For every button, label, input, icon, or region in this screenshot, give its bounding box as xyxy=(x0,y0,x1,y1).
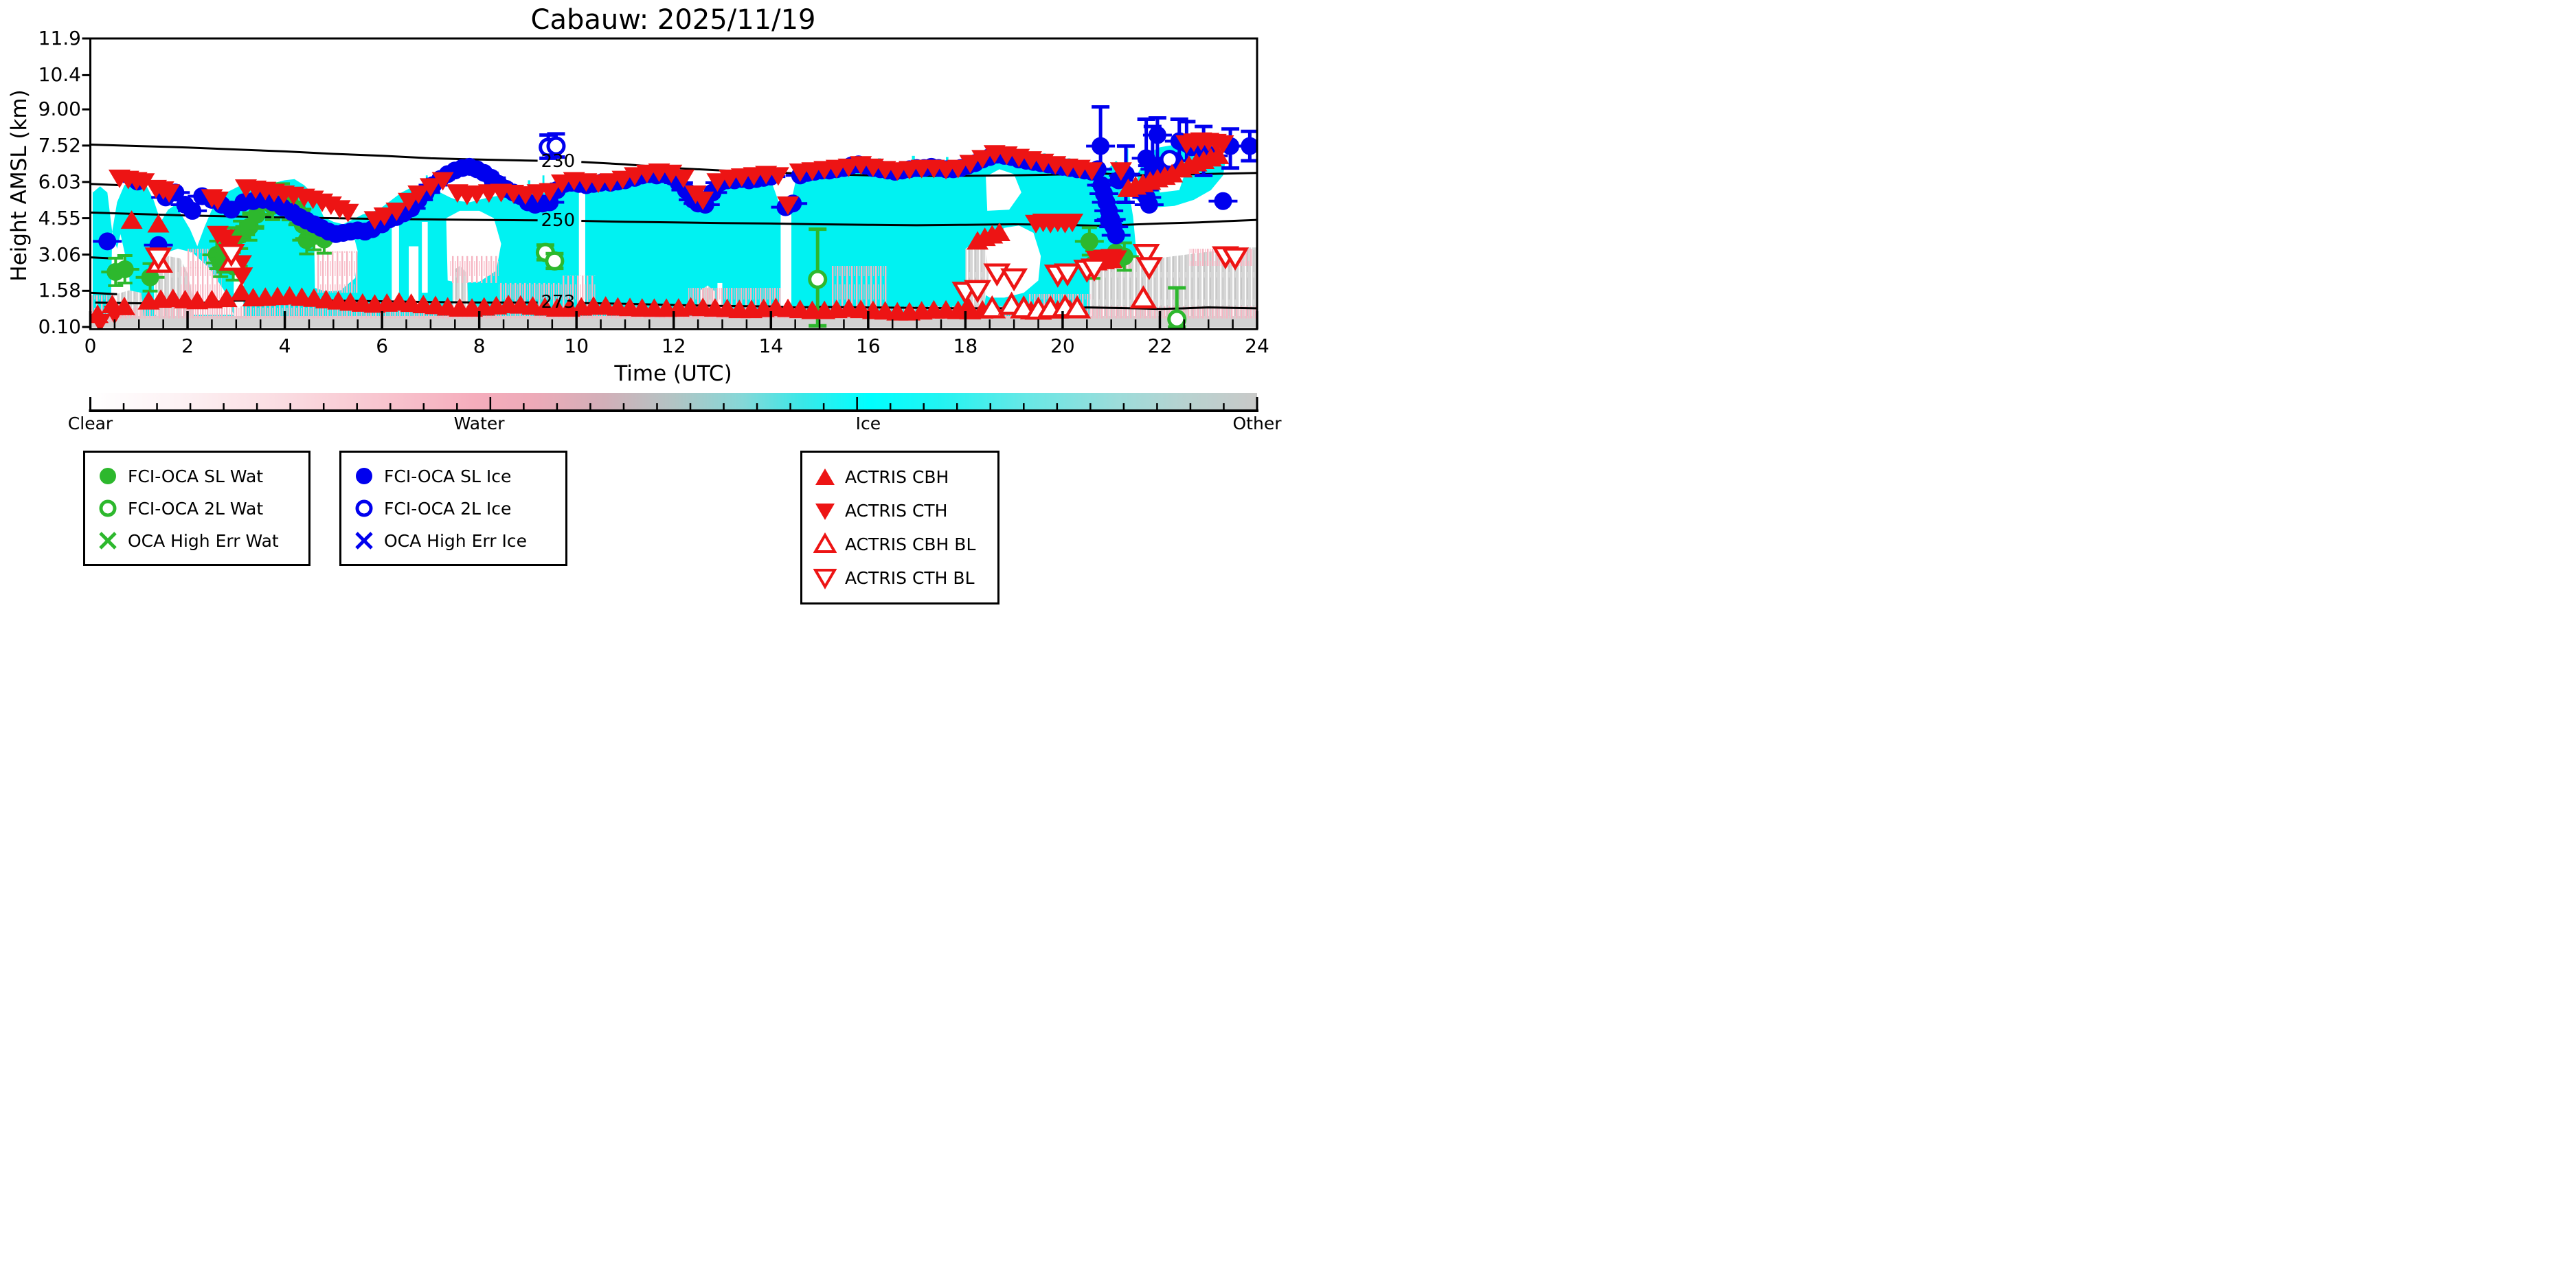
x-tick-label: 8 xyxy=(473,335,486,357)
colorbar-label-water: Water xyxy=(453,414,505,433)
temperature-contour-fragment xyxy=(90,183,121,187)
legend-box-water: FCI-OCA SL Wat FCI-OCA 2L Wat OCA High Err… xyxy=(83,451,310,566)
temperature-contour-fragment xyxy=(90,291,117,295)
x-tick-label: 12 xyxy=(661,335,686,357)
legend-item-actris-cth-bl: ACTRIS CTH BL xyxy=(813,566,992,590)
contour-label-230: 230 xyxy=(541,150,576,172)
legend-item-oca-high-err-ice: OCA High Err Ice xyxy=(352,529,560,552)
y-tick-label: 10.4 xyxy=(38,63,81,87)
oca-high-err-ice-legend-marker xyxy=(355,532,373,550)
x-tick-label: 24 xyxy=(1245,335,1269,357)
legend-item-fci-oca-sl-wat: FCI-OCA SL Wat xyxy=(96,464,303,488)
legend-label: FCI-OCA SL Ice xyxy=(384,466,512,486)
x-tick-label: 4 xyxy=(278,335,291,357)
water-class-region xyxy=(831,266,888,308)
legend-box-actris: ACTRIS CBH ACTRIS CTH ACTRIS CBH BL ACTRIS … xyxy=(800,451,999,605)
y-tick-label: 7.52 xyxy=(38,133,81,157)
legend-label: FCI-OCA 2L Wat xyxy=(128,498,264,519)
series-actris-cth-bl xyxy=(144,243,1250,305)
plot-area xyxy=(90,38,1257,329)
x-tick-label: 14 xyxy=(758,335,784,357)
legend-item-oca-high-err-wat: OCA High Err Wat xyxy=(96,529,303,552)
legend-label: OCA High Err Wat xyxy=(128,530,279,551)
temperature-contour-230 xyxy=(90,144,538,162)
legend-item-actris-cbh: ACTRIS CBH xyxy=(813,466,992,489)
actris-cth-legend-marker xyxy=(815,503,835,520)
colorbar-label-clear: Clear xyxy=(67,414,113,433)
x-tick-label: 6 xyxy=(376,335,389,357)
other-class-region xyxy=(965,242,989,316)
y-tick-label: 6.03 xyxy=(38,170,81,193)
water-class-region xyxy=(316,251,358,293)
colorbar-label-other: Other xyxy=(1232,414,1282,433)
temperature-contour-250 xyxy=(581,218,1257,227)
x-axis-label: Time (UTC) xyxy=(614,361,732,386)
legend-label: ACTRIS CTH BL xyxy=(845,567,975,588)
legend-item-actris-cbh-bl: ACTRIS CBH BL xyxy=(813,532,992,556)
y-tick-label: 11.9 xyxy=(38,27,81,49)
legend-label: OCA High Err Ice xyxy=(384,530,527,551)
fci-oca-sl-ice-legend-marker xyxy=(356,468,372,484)
contour-label-250: 250 xyxy=(541,210,576,231)
series-fci-oca-2l-wat xyxy=(535,227,1187,329)
legend-label: ACTRIS CBH BL xyxy=(845,534,976,554)
y-tick-label: 9.00 xyxy=(38,98,81,121)
x-tick-label: 0 xyxy=(84,335,97,357)
actris-cbh-bl-legend-marker xyxy=(813,532,837,554)
series-actris-cbh-bl xyxy=(146,247,1157,320)
fci-oca-2l-wat-legend-marker xyxy=(99,499,117,517)
legend-label: FCI-OCA 2L Ice xyxy=(384,498,512,519)
ice-class-region xyxy=(93,155,1155,317)
x-tick-label: 18 xyxy=(953,335,978,357)
contour-label-273: 273 xyxy=(541,292,576,313)
legend-item-fci-oca-sl-ice: FCI-OCA SL Ice xyxy=(352,464,560,488)
series-fci-oca-2l-ice xyxy=(539,132,1179,170)
actris-cbh-legend-marker xyxy=(815,468,835,485)
x-tick-label: 20 xyxy=(1050,335,1075,357)
colorbar-label-ice: Ice xyxy=(855,414,881,433)
plot-canvas xyxy=(82,37,1258,412)
legend-label: ACTRIS CTH xyxy=(845,501,948,521)
x-tick-label: 2 xyxy=(181,335,194,357)
legend-label: FCI-OCA SL Wat xyxy=(128,466,264,486)
series-actris-cth xyxy=(90,132,1234,329)
y-tick-label: 4.55 xyxy=(38,206,81,229)
x-tick-label: 22 xyxy=(1147,335,1173,357)
y-tick-label: 0.10 xyxy=(38,315,81,338)
fci-oca-2l-ice-legend-marker xyxy=(355,499,373,517)
legend-item-fci-oca-2l-ice: FCI-OCA 2L Ice xyxy=(352,497,560,520)
y-tick-label: 3.06 xyxy=(38,242,81,266)
x-tick-label: 10 xyxy=(564,335,589,357)
legend-label: ACTRIS CBH xyxy=(845,467,949,488)
legend-item-actris-cth: ACTRIS CTH xyxy=(813,499,992,523)
cloud-height-figure: Cabauw: 2025/11/19 Height AMSL (km) Time… xyxy=(0,0,1288,644)
actris-cth-bl-legend-marker xyxy=(813,569,837,590)
chart-title: Cabauw: 2025/11/19 xyxy=(530,4,816,36)
legend-box-ice: FCI-OCA SL Ice FCI-OCA 2L Ice OCA High Err… xyxy=(339,451,567,566)
legend-item-fci-oca-2l-wat: FCI-OCA 2L Wat xyxy=(96,497,303,520)
x-tick-label: 16 xyxy=(856,335,881,357)
oca-high-err-wat-legend-marker xyxy=(99,532,117,550)
water-class-region xyxy=(450,256,499,283)
y-tick-label: 1.58 xyxy=(38,279,81,302)
fci-oca-sl-wat-legend-marker xyxy=(100,468,116,484)
colorbar xyxy=(90,393,1257,411)
